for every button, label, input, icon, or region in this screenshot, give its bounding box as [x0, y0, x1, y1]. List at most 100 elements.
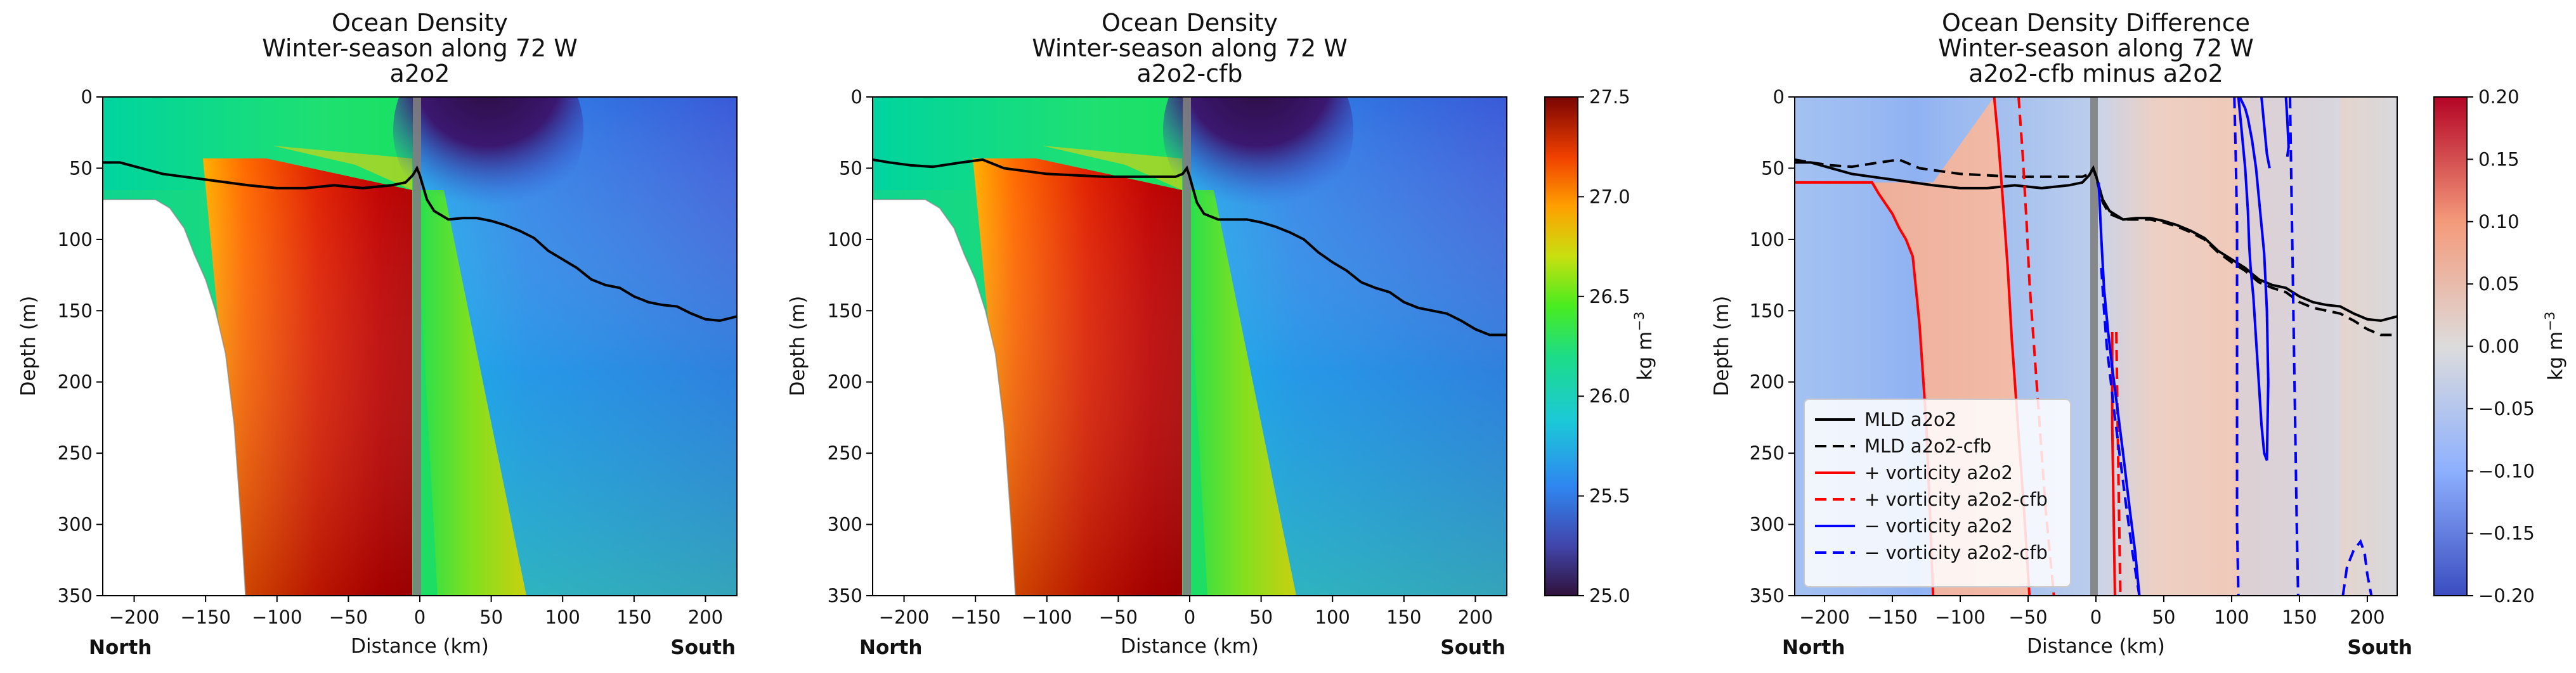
north-label: North [89, 636, 152, 659]
colorbar-label-base: kg m [1634, 331, 1656, 381]
series-line--vorticity-a2o2-near-0- [2111, 332, 2116, 596]
y-tick-label: 200 [1750, 371, 1785, 393]
colorbar-label-base: kg m [2544, 331, 2567, 381]
legend-items: MLD a2o2 MLD a2o2-cfb + vorticity a2o2 + vo… [1815, 409, 2048, 563]
x-tick-label: 50 [1249, 606, 1273, 628]
y-tick-label: 350 [58, 585, 93, 606]
x-tick-label: 100 [2214, 606, 2249, 628]
panel-density-difference: Ocean Density Difference Winter-season a… [1710, 9, 2567, 659]
x-tick-label: −100 [252, 606, 302, 628]
panel-density-a2o2-cfb: Ocean Density Winter-season along 72 W a… [786, 9, 1656, 659]
x-tick-label: −200 [109, 606, 160, 628]
x-axis-ticks: −200 −150 −100 −50 0 50 100 150 200 [879, 596, 1493, 628]
heatmap-density-a2o2 [103, 97, 737, 596]
y-tick-label: 350 [828, 585, 862, 606]
x-tick-label: 0 [1184, 606, 1195, 628]
y-tick-label: 250 [58, 442, 93, 464]
legend-label: MLD a2o2-cfb [1864, 435, 1991, 457]
y-tick-label: 100 [828, 229, 862, 250]
south-label: South [2347, 636, 2412, 659]
colorbar-tick-label: −0.05 [2478, 398, 2535, 420]
heatmap-density-a2o2-cfb [873, 97, 1507, 596]
y-tick-label: 150 [58, 300, 93, 321]
y-axis-label: Depth (m) [1710, 296, 1733, 397]
title-line-2: Winter-season along 72 W [1032, 34, 1348, 62]
colorbar-tick-label: 26.5 [1589, 286, 1630, 307]
x-tick-label: 150 [616, 606, 651, 628]
x-tick-label: −50 [2008, 606, 2047, 628]
title-line-3: a2o2 [390, 60, 450, 87]
y-tick-label: 50 [1761, 157, 1785, 179]
y-tick-label: 350 [1750, 585, 1785, 606]
x-tick-label: 200 [1458, 606, 1493, 628]
legend-label: − vorticity a2o2-cfb [1864, 542, 2048, 563]
x-axis-label: Distance (km) [1121, 635, 1259, 658]
title-density-a2o2-cfb: Ocean Density Winter-season along 72 W a… [1032, 9, 1348, 87]
y-tick-label: 250 [828, 442, 862, 464]
x-tick-label: −200 [1799, 606, 1850, 628]
x-tick-label: −200 [879, 606, 930, 628]
y-axis-ticks: 0 50 100 150 200 250 300 350 [1750, 86, 1795, 606]
colorbar-tick-label: 27.0 [1589, 186, 1630, 207]
y-tick-label: 0 [1773, 86, 1785, 108]
legend-label: MLD a2o2 [1864, 409, 1956, 430]
colorbar-difference: −0.20 −0.15 −0.10 −0.05 0.00 0.05 0.10 0.15 0.20… [2433, 86, 2567, 606]
colorbar-tick-label: 26.0 [1589, 385, 1630, 407]
x-tick-label: 50 [479, 606, 503, 628]
y-tick-label: 300 [828, 514, 862, 535]
colorbar-label-exponent: −3 [1632, 312, 1647, 331]
x-tick-label: 200 [688, 606, 723, 628]
south-label: South [1440, 636, 1506, 659]
colorbar-tick-label: −0.15 [2478, 523, 2535, 544]
legend-label: − vorticity a2o2 [1864, 515, 2013, 537]
series-line-mld-a2o2-cfb [1795, 158, 2397, 336]
x-tick-label: −150 [1867, 606, 1918, 628]
title-line-3: a2o2-cfb [1137, 60, 1243, 87]
panel-density-a2o2: Ocean Density Winter-season along 72 W a… [17, 9, 738, 659]
x-tick-label: −100 [1935, 606, 1986, 628]
x-tick-label: 0 [2090, 606, 2102, 628]
x-tick-label: 150 [2282, 606, 2317, 628]
y-axis-ticks: 0 50 100 150 200 250 300 350 [828, 86, 873, 606]
y-tick-label: 300 [1750, 514, 1785, 535]
mld-line-a2o2 [103, 161, 737, 323]
title-line-1: Ocean Density [332, 9, 508, 37]
title-line-1: Ocean Density Difference [1942, 9, 2250, 37]
legend: MLD a2o2 MLD a2o2-cfb + vorticity a2o2 + vo… [1804, 399, 2071, 587]
x-tick-label: −150 [950, 606, 1001, 628]
y-tick-label: 0 [851, 86, 862, 108]
x-axis-ticks: −200 −150 −100 −50 0 50 100 150 200 [1799, 596, 2385, 628]
mld-line-a2o2-cfb [873, 158, 1507, 336]
y-tick-label: 200 [58, 371, 93, 393]
colorbar-density: 25.0 25.5 26.0 26.5 27.0 27.5 kg m−3 [1544, 86, 1656, 606]
x-tick-label: 200 [2350, 606, 2384, 628]
series-line--vorticity-a2o2-cfb-150- [2288, 97, 2300, 596]
series-line--vorticity-a2o2-cfb-bottom-right- [2341, 539, 2373, 596]
series-line--vorticity-a2o2 [2097, 182, 2141, 596]
y-tick-label: 50 [839, 157, 862, 179]
y-tick-label: 200 [828, 371, 862, 393]
colorbar-tick-label: 25.5 [1589, 485, 1630, 507]
shelf-mask [873, 198, 1017, 596]
y-tick-label: 250 [1750, 442, 1785, 464]
x-tick-label: −50 [1099, 606, 1138, 628]
legend-label: + vorticity a2o2 [1864, 462, 2013, 484]
y-tick-label: 50 [69, 157, 93, 179]
title-line-2: Winter-season along 72 W [262, 34, 578, 62]
shelf-mask [103, 198, 247, 596]
x-tick-label: −50 [329, 606, 368, 628]
y-tick-label: 0 [81, 86, 93, 108]
title-density-difference: Ocean Density Difference Winter-season a… [1938, 9, 2254, 87]
legend-label: + vorticity a2o2-cfb [1864, 489, 2048, 510]
north-label: North [859, 636, 922, 659]
series-line--vorticity-a2o2-cfb-near-0- [2115, 331, 2122, 596]
colorbar-tick-label: 0.00 [2478, 336, 2520, 357]
x-tick-label: −100 [1022, 606, 1072, 628]
y-axis-label: Depth (m) [17, 296, 40, 397]
series-line--vorticity-a2o2-loop- [2237, 97, 2270, 461]
series-line--vorticity-a2o2-cfb-106- [2233, 97, 2240, 596]
y-tick-label: 150 [1750, 300, 1785, 321]
title-line-3: a2o2-cfb minus a2o2 [1968, 60, 2223, 87]
series-line--vorticity-a2o2-upper- [2260, 97, 2271, 169]
y-tick-label: 100 [58, 229, 93, 250]
